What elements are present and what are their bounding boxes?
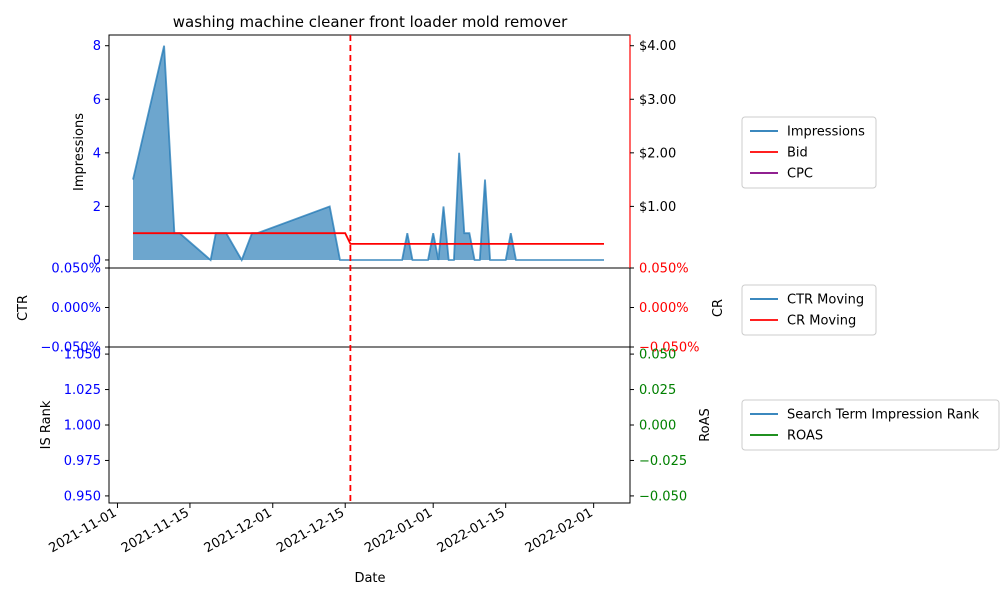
top-y2-tick-label: $4.00: [639, 39, 676, 54]
middle-y-tick-label: 0.050%: [51, 262, 101, 277]
top-y-tick-label: 4: [93, 146, 101, 161]
top-y-label: Impressions: [72, 113, 87, 191]
bottom-y2-label: RoAS: [698, 408, 713, 442]
middle-y2-tick-label: 0.000%: [639, 301, 689, 316]
top-y2-tick-label: $2.00: [639, 146, 676, 161]
bottom-y-tick-label: 1.025: [64, 383, 101, 398]
x-tick-label: 2022-01-01: [362, 505, 435, 556]
impressions-line: [132, 45, 604, 263]
bottom-y-label: IS Rank: [39, 400, 54, 449]
top-y2-tick-label: $3.00: [639, 93, 676, 108]
middle-y2-tick-label: −0.050%: [639, 341, 699, 356]
top-legend-box: [741, 116, 877, 189]
bottom-y2-tick-label: 0.050: [639, 348, 676, 363]
middle-y-tick-label: 0.000%: [51, 301, 101, 316]
bottom-y-tick-label: 0.975: [64, 454, 101, 469]
bottom-y2-tick-label: −0.050: [639, 489, 687, 504]
chart-title: washing machine cleaner front loader mol…: [173, 13, 568, 31]
top-y2-tick-label: $1.00: [639, 200, 676, 215]
x-tick-label: 2022-02-01: [523, 505, 596, 556]
impressions-area: [133, 45, 604, 261]
bottom-y-tick-label: 0.950: [64, 489, 101, 504]
bottom-legend-entry: Search Term Impression Rank: [787, 408, 980, 423]
x-tick-label: 2021-12-15: [274, 505, 347, 556]
panel-frame-bottom: [108, 346, 631, 504]
middle-legend-entry: CR Moving: [787, 314, 856, 329]
bottom-legend-entry: ROAS: [787, 429, 823, 444]
x-tick-label: 2022-01-15: [435, 505, 508, 556]
bottom-legend-box: [741, 399, 1000, 451]
bottom-y-tick-label: 1.050: [64, 348, 101, 363]
x-tick-label: 2021-11-01: [47, 505, 120, 556]
chart-marks: 0 2 4 6 8 $1.00 $2.00 $3.00 $4.00 −0.050% 0.000% 0.…: [41, 34, 1000, 556]
middle-y2-tick-label: 0.050%: [639, 262, 689, 277]
bottom-y2-tick-label: 0.025: [639, 383, 676, 398]
middle-y-label: CTR: [16, 295, 31, 321]
top-legend-entry: CPC: [787, 167, 813, 182]
x-tick-label: 2021-12-01: [202, 505, 275, 556]
panel-frame-middle: [108, 267, 631, 348]
middle-y-tick-label: −0.050%: [41, 341, 101, 356]
top-y-tick-label: 2: [93, 200, 101, 215]
top-y-tick-label: 8: [93, 39, 101, 54]
bid-line: [133, 232, 604, 245]
top-y-tick-label: 0: [93, 253, 101, 268]
middle-legend-box: [741, 284, 877, 336]
x-tick-label: 2021-11-15: [119, 505, 192, 556]
bottom-y2-tick-label: 0.000: [639, 419, 676, 434]
bottom-y-tick-label: 1.000: [64, 419, 101, 434]
x-axis-label: Date: [354, 571, 385, 586]
bottom-y2-tick-label: −0.025: [639, 454, 687, 469]
middle-y2-label: CR: [711, 299, 726, 317]
middle-legend-entry: CTR Moving: [787, 293, 864, 308]
top-legend-entry: Bid: [787, 146, 808, 161]
top-y-tick-label: 6: [93, 93, 101, 108]
top-legend-entry: Impressions: [787, 125, 865, 140]
